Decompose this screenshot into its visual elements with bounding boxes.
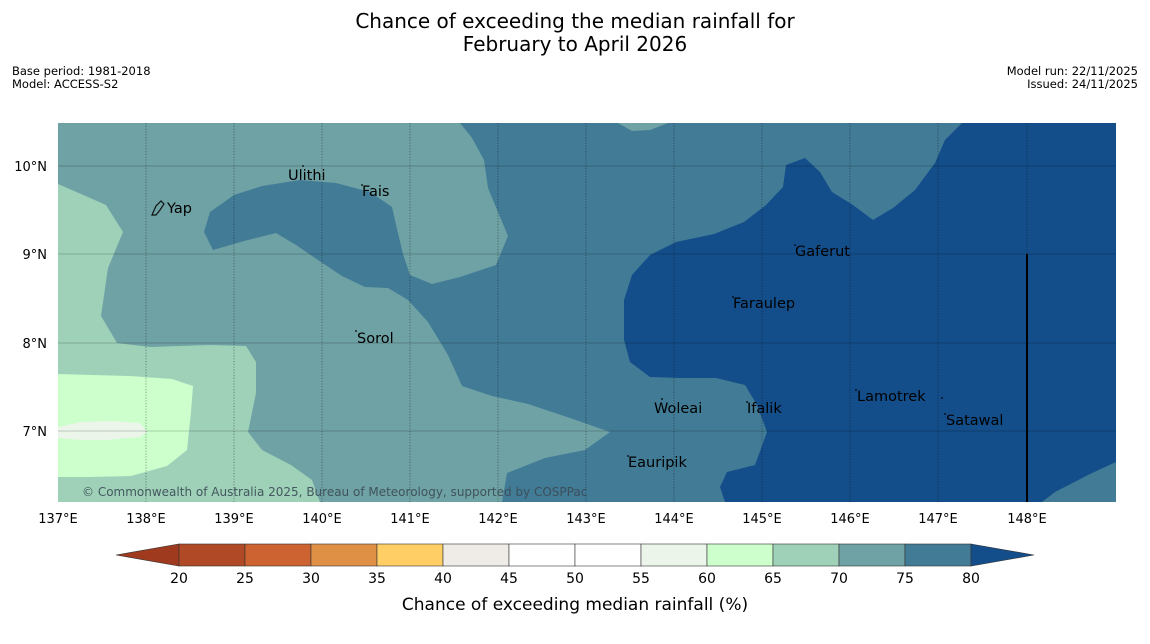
colorbar-bin-60-65 — [706, 543, 774, 567]
lat-tick-9n: 9°N — [23, 248, 48, 263]
lon-tick-140e: 140°E — [302, 512, 342, 527]
lon-tick-139e: 139°E — [214, 512, 254, 527]
copyright-notice: © Commonwealth of Australia 2025, Bureau… — [82, 485, 587, 499]
colorbar-bin-30-35 — [310, 543, 378, 567]
place-label-fais: Fais — [362, 184, 389, 200]
gridlines — [58, 123, 1116, 502]
lon-axis: 137°E 138°E 139°E 140°E 141°E 142°E 143°… — [38, 512, 1047, 527]
lon-tick-137e: 137°E — [38, 512, 78, 527]
colorbar-tick-45: 45 — [500, 571, 518, 587]
lat-axis: 10°N 9°N 8°N 7°N — [14, 160, 47, 440]
colorbar-tick-50: 50 — [566, 571, 584, 587]
place-label-faraulep: Faraulep — [733, 296, 795, 312]
colorbar-bin-50-55 — [574, 543, 642, 567]
place-label-woleai: Woleai — [654, 401, 702, 417]
colorbar-ticks: 20 25 30 35 40 45 50 55 60 65 70 75 80 — [170, 571, 980, 587]
lon-tick-143e: 143°E — [566, 512, 606, 527]
lon-tick-144e: 144°E — [654, 512, 694, 527]
lon-tick-141e: 141°E — [390, 512, 430, 527]
colorbar-bin-65-70 — [772, 543, 840, 567]
lat-tick-10n: 10°N — [14, 160, 47, 175]
colorbar-bin-25-30 — [244, 543, 312, 567]
colorbar-tick-80: 80 — [962, 571, 980, 587]
lon-tick-145e: 145°E — [742, 512, 782, 527]
colorbar-extend-above — [970, 543, 1035, 567]
lon-tick-148e: 148°E — [1007, 512, 1047, 527]
colorbar-tick-60: 60 — [698, 571, 716, 587]
yap-island-shape — [151, 200, 165, 216]
lat-tick-7n: 7°N — [23, 425, 48, 440]
place-label-ulithi: Ulithi — [288, 168, 326, 184]
colorbar-extend-below — [115, 543, 180, 567]
base-period: Base period: 1981-2018 — [12, 64, 151, 78]
lon-tick-147e: 147°E — [918, 512, 958, 527]
model-name: Model: ACCESS-S2 — [12, 77, 119, 91]
colorbar-tick-30: 30 — [302, 571, 320, 587]
island-dots — [302, 165, 946, 457]
lat-tick-8n: 8°N — [23, 337, 48, 352]
place-label-gaferut: Gaferut — [795, 244, 850, 260]
lon-tick-142e: 142°E — [478, 512, 518, 527]
place-label-sorol: Sorol — [357, 331, 394, 347]
colorbar-tick-75: 75 — [896, 571, 914, 587]
map-plot: Yap Ulithi Fais Gaferut Faraulep Sorol L… — [58, 123, 1116, 502]
title-line-2: February to April 2026 — [462, 32, 688, 56]
colorbar-bin-35-40 — [376, 543, 444, 567]
place-label-eauripik: Eauripik — [628, 455, 687, 471]
colorbar-tick-40: 40 — [434, 571, 452, 587]
lon-tick-138e: 138°E — [126, 512, 166, 527]
colorbar-bin-40-45 — [442, 543, 510, 567]
place-label-ifalik: Ifalik — [747, 401, 782, 417]
colorbar-bin-20-25 — [178, 543, 246, 567]
colorbar — [115, 543, 1035, 567]
colorbar-bin-70-75 — [838, 543, 906, 567]
contour-55-60 — [58, 421, 147, 440]
meta-right: Model run: 22/11/2025 Issued: 24/11/2025 — [1007, 65, 1138, 91]
colorbar-bin-55-60 — [640, 543, 708, 567]
model-run: Model run: 22/11/2025 — [1006, 64, 1138, 78]
colorbar-label: Chance of exceeding median rainfall (%) — [402, 595, 748, 615]
meta-left: Base period: 1981-2018 Model: ACCESS-S2 — [12, 65, 151, 91]
colorbar-tick-70: 70 — [830, 571, 848, 587]
colorbar-tick-20: 20 — [170, 571, 188, 587]
contour-above-80 — [624, 123, 1116, 502]
colorbar-tick-25: 25 — [236, 571, 254, 587]
colorbar-bin-75-80 — [904, 543, 972, 567]
colorbar-tick-55: 55 — [632, 571, 650, 587]
title-line-1: Chance of exceeding the median rainfall … — [355, 9, 795, 33]
place-label-yap: Yap — [166, 201, 192, 217]
lon-tick-146e: 146°E — [830, 512, 870, 527]
colorbar-tick-65: 65 — [764, 571, 782, 587]
colorbar-tick-35: 35 — [368, 571, 386, 587]
issued-date: Issued: 24/11/2025 — [1027, 77, 1138, 91]
place-label-lamotrek: Lamotrek — [857, 389, 926, 405]
map-title: Chance of exceeding the median rainfall … — [0, 10, 1150, 56]
place-label-satawal: Satawal — [946, 413, 1003, 429]
colorbar-bin-45-50 — [508, 543, 576, 567]
